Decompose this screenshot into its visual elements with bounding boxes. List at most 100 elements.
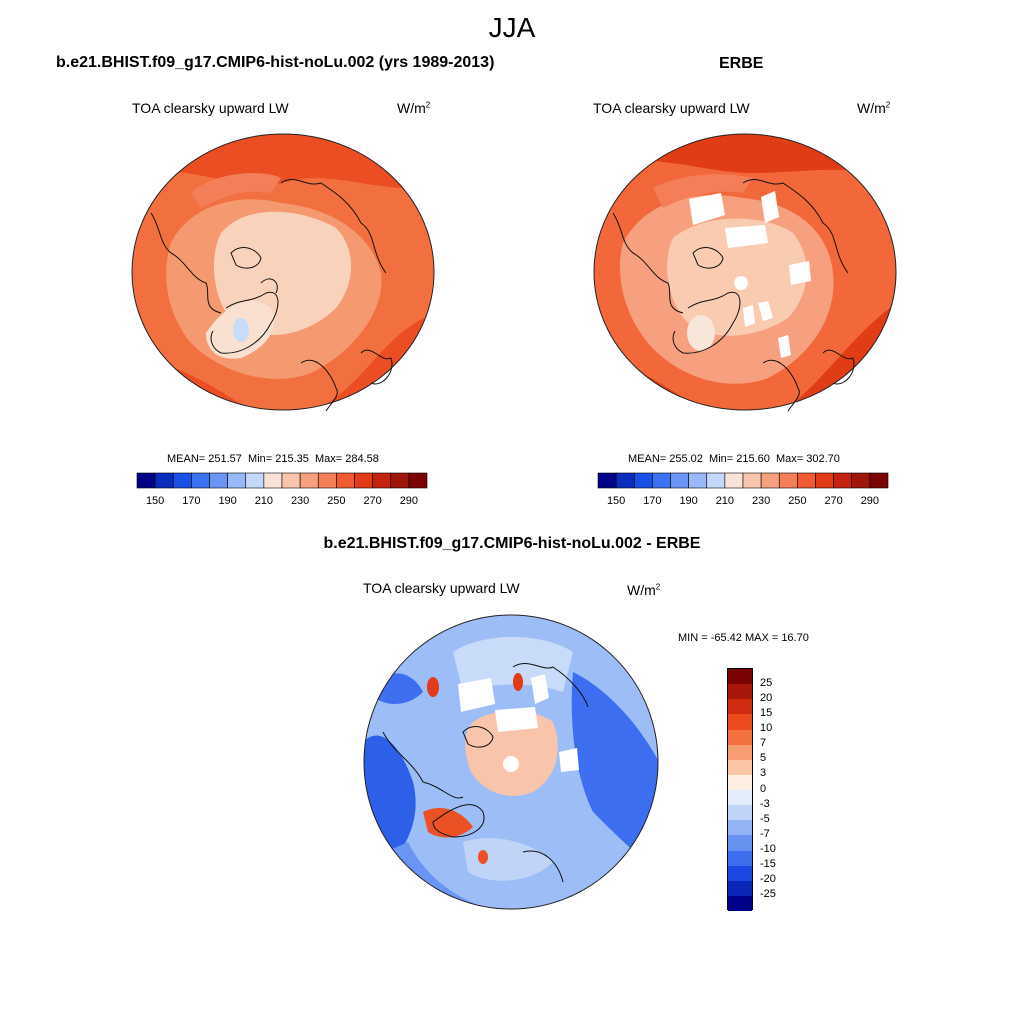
diff-colorbar-swatch	[728, 684, 752, 700]
right-colorbar-swatch	[869, 472, 889, 489]
right-colorbar-tick-label: 270	[824, 495, 842, 507]
right-units: W/m2	[857, 100, 891, 116]
right-colorbar-swatch	[760, 472, 780, 489]
diff-colorbar-tick-label: -3	[760, 797, 770, 810]
right-colorbar-swatch	[670, 472, 689, 489]
right-colorbar-swatch	[815, 472, 834, 489]
diff-colorbar-swatch	[728, 729, 752, 745]
right-variable-label: TOA clearsky upward LW	[593, 100, 750, 116]
left-colorbar-tick-label: 230	[291, 495, 309, 507]
diff-colorbar-swatch	[728, 895, 752, 911]
diff-colorbar-swatch	[728, 865, 752, 881]
diff-polar-map	[363, 614, 659, 910]
right-missing-data	[689, 191, 811, 358]
left-colorbar-swatch	[136, 472, 156, 489]
left-polar-map	[131, 133, 435, 412]
diff-case-title: b.e21.BHIST.f09_g17.CMIP6-hist-noLu.002 …	[323, 535, 701, 552]
right-colorbar-tick-label: 170	[643, 495, 661, 507]
left-colorbar-swatch	[191, 472, 210, 489]
left-stats: MEAN= 251.57 Min= 215.35 Max= 284.58	[167, 453, 379, 465]
diff-colorbar-swatch	[728, 880, 752, 896]
diff-colorbar-tick-label: 5	[760, 752, 767, 765]
diff-colorbar-tick-label: -10	[760, 843, 776, 855]
diff-colorbar-swatch	[728, 669, 752, 685]
left-colorbar-swatch	[408, 472, 428, 489]
right-colorbar-swatch	[742, 472, 762, 489]
left-units: W/m2	[397, 100, 431, 116]
left-colorbar-swatch	[154, 472, 174, 489]
right-colorbar-tick-label: 150	[607, 495, 625, 507]
right-colorbar: 150 170 190 210 230 250 270 290	[597, 472, 889, 507]
diff-colorbar-swatch	[728, 850, 752, 866]
left-colorbar-swatch	[372, 472, 392, 489]
left-colorbar: 150 170 190 210 230 250 270 290	[136, 472, 428, 507]
diff-colorbar-swatch	[728, 759, 752, 775]
left-colorbar-swatch	[281, 472, 301, 489]
diff-range-text: MIN = -65.42 MAX = 16.70	[678, 632, 809, 644]
right-polar-map	[593, 133, 897, 412]
left-colorbar-swatch	[245, 472, 265, 489]
diff-colorbar-swatch	[728, 774, 752, 790]
diff-colorbar	[727, 668, 753, 911]
left-colorbar-tick-label: 210	[255, 495, 273, 507]
left-colorbar-swatch	[317, 472, 337, 489]
right-colorbar-tick-label: 250	[788, 495, 806, 507]
right-colorbar-swatch	[597, 472, 617, 489]
left-colorbar-swatch	[227, 472, 247, 489]
left-colorbar-swatch	[209, 472, 228, 489]
diff-colorbar-swatch	[728, 714, 752, 730]
left-case-title: b.e21.BHIST.f09_g17.CMIP6-hist-noLu.002 …	[56, 54, 495, 71]
diff-colorbar-tick-label: 7	[760, 737, 767, 750]
diff-missing-data	[458, 674, 579, 772]
diff-colorbar-swatch	[728, 744, 752, 760]
left-colorbar-swatch	[354, 472, 373, 489]
season-title: JJA	[488, 12, 536, 43]
right-colorbar-swatch	[633, 472, 653, 489]
left-colorbar-swatch	[172, 472, 192, 489]
right-colorbar-tick-label: 230	[752, 495, 770, 507]
left-colorbar-tick-label: 150	[146, 495, 164, 507]
diff-colorbar-swatch	[728, 820, 752, 836]
diff-colorbar-tick-label: -5	[760, 812, 770, 825]
right-colorbar-swatch	[615, 472, 635, 489]
right-colorbar-tick-label: 190	[679, 495, 697, 507]
diff-colorbar-tick-label: -20	[760, 873, 776, 886]
left-colorbar-swatch	[299, 472, 319, 489]
left-colorbar-tick-label: 250	[327, 495, 345, 507]
left-colorbar-tick-label: 270	[363, 495, 381, 507]
diff-colorbar-tick-label: 20	[760, 691, 773, 704]
diff-colorbar-tick-label: 0	[760, 782, 767, 795]
left-colorbar-swatch	[263, 472, 283, 489]
right-colorbar-swatch	[724, 472, 744, 489]
left-colorbar-tick-label: 290	[400, 495, 418, 507]
left-variable-label: TOA clearsky upward LW	[132, 100, 289, 116]
diff-colorbar-swatch	[728, 790, 752, 806]
diff-colorbar-tick-label: -25	[760, 888, 776, 901]
right-case-title: ERBE	[719, 55, 764, 72]
right-colorbar-swatch	[778, 472, 798, 489]
diff-variable-label: TOA clearsky upward LW	[363, 580, 520, 596]
diff-colorbar-tick-label: 15	[760, 706, 773, 719]
right-colorbar-swatch	[652, 472, 671, 489]
left-colorbar-tick-label: 190	[218, 495, 236, 507]
diff-colorbar-swatch	[728, 805, 752, 821]
diff-colorbar-swatch	[728, 699, 752, 715]
diff-colorbar-tick-label: 10	[760, 722, 773, 734]
right-colorbar-swatch	[851, 472, 871, 489]
left-colorbar-swatch	[390, 472, 410, 489]
diff-colorbar-tick-label: 25	[760, 676, 773, 689]
right-colorbar-swatch	[833, 472, 853, 489]
diff-colorbar-tick-label: 3	[760, 767, 767, 780]
right-colorbar-swatch	[706, 472, 726, 489]
diff-colorbar-tick-label: -15	[760, 858, 776, 871]
left-colorbar-tick-label: 170	[182, 495, 200, 507]
left-colorbar-swatch	[336, 472, 355, 489]
right-colorbar-tick-label: 290	[861, 495, 879, 507]
diff-colorbar-swatch	[728, 835, 752, 851]
right-colorbar-swatch	[797, 472, 816, 489]
diff-units: W/m2	[627, 582, 661, 598]
right-colorbar-swatch	[688, 472, 708, 489]
right-colorbar-tick-label: 210	[716, 495, 734, 507]
diff-colorbar-tick-label: -7	[760, 827, 770, 840]
right-stats: MEAN= 255.02 Min= 215.60 Max= 302.70	[628, 453, 840, 465]
